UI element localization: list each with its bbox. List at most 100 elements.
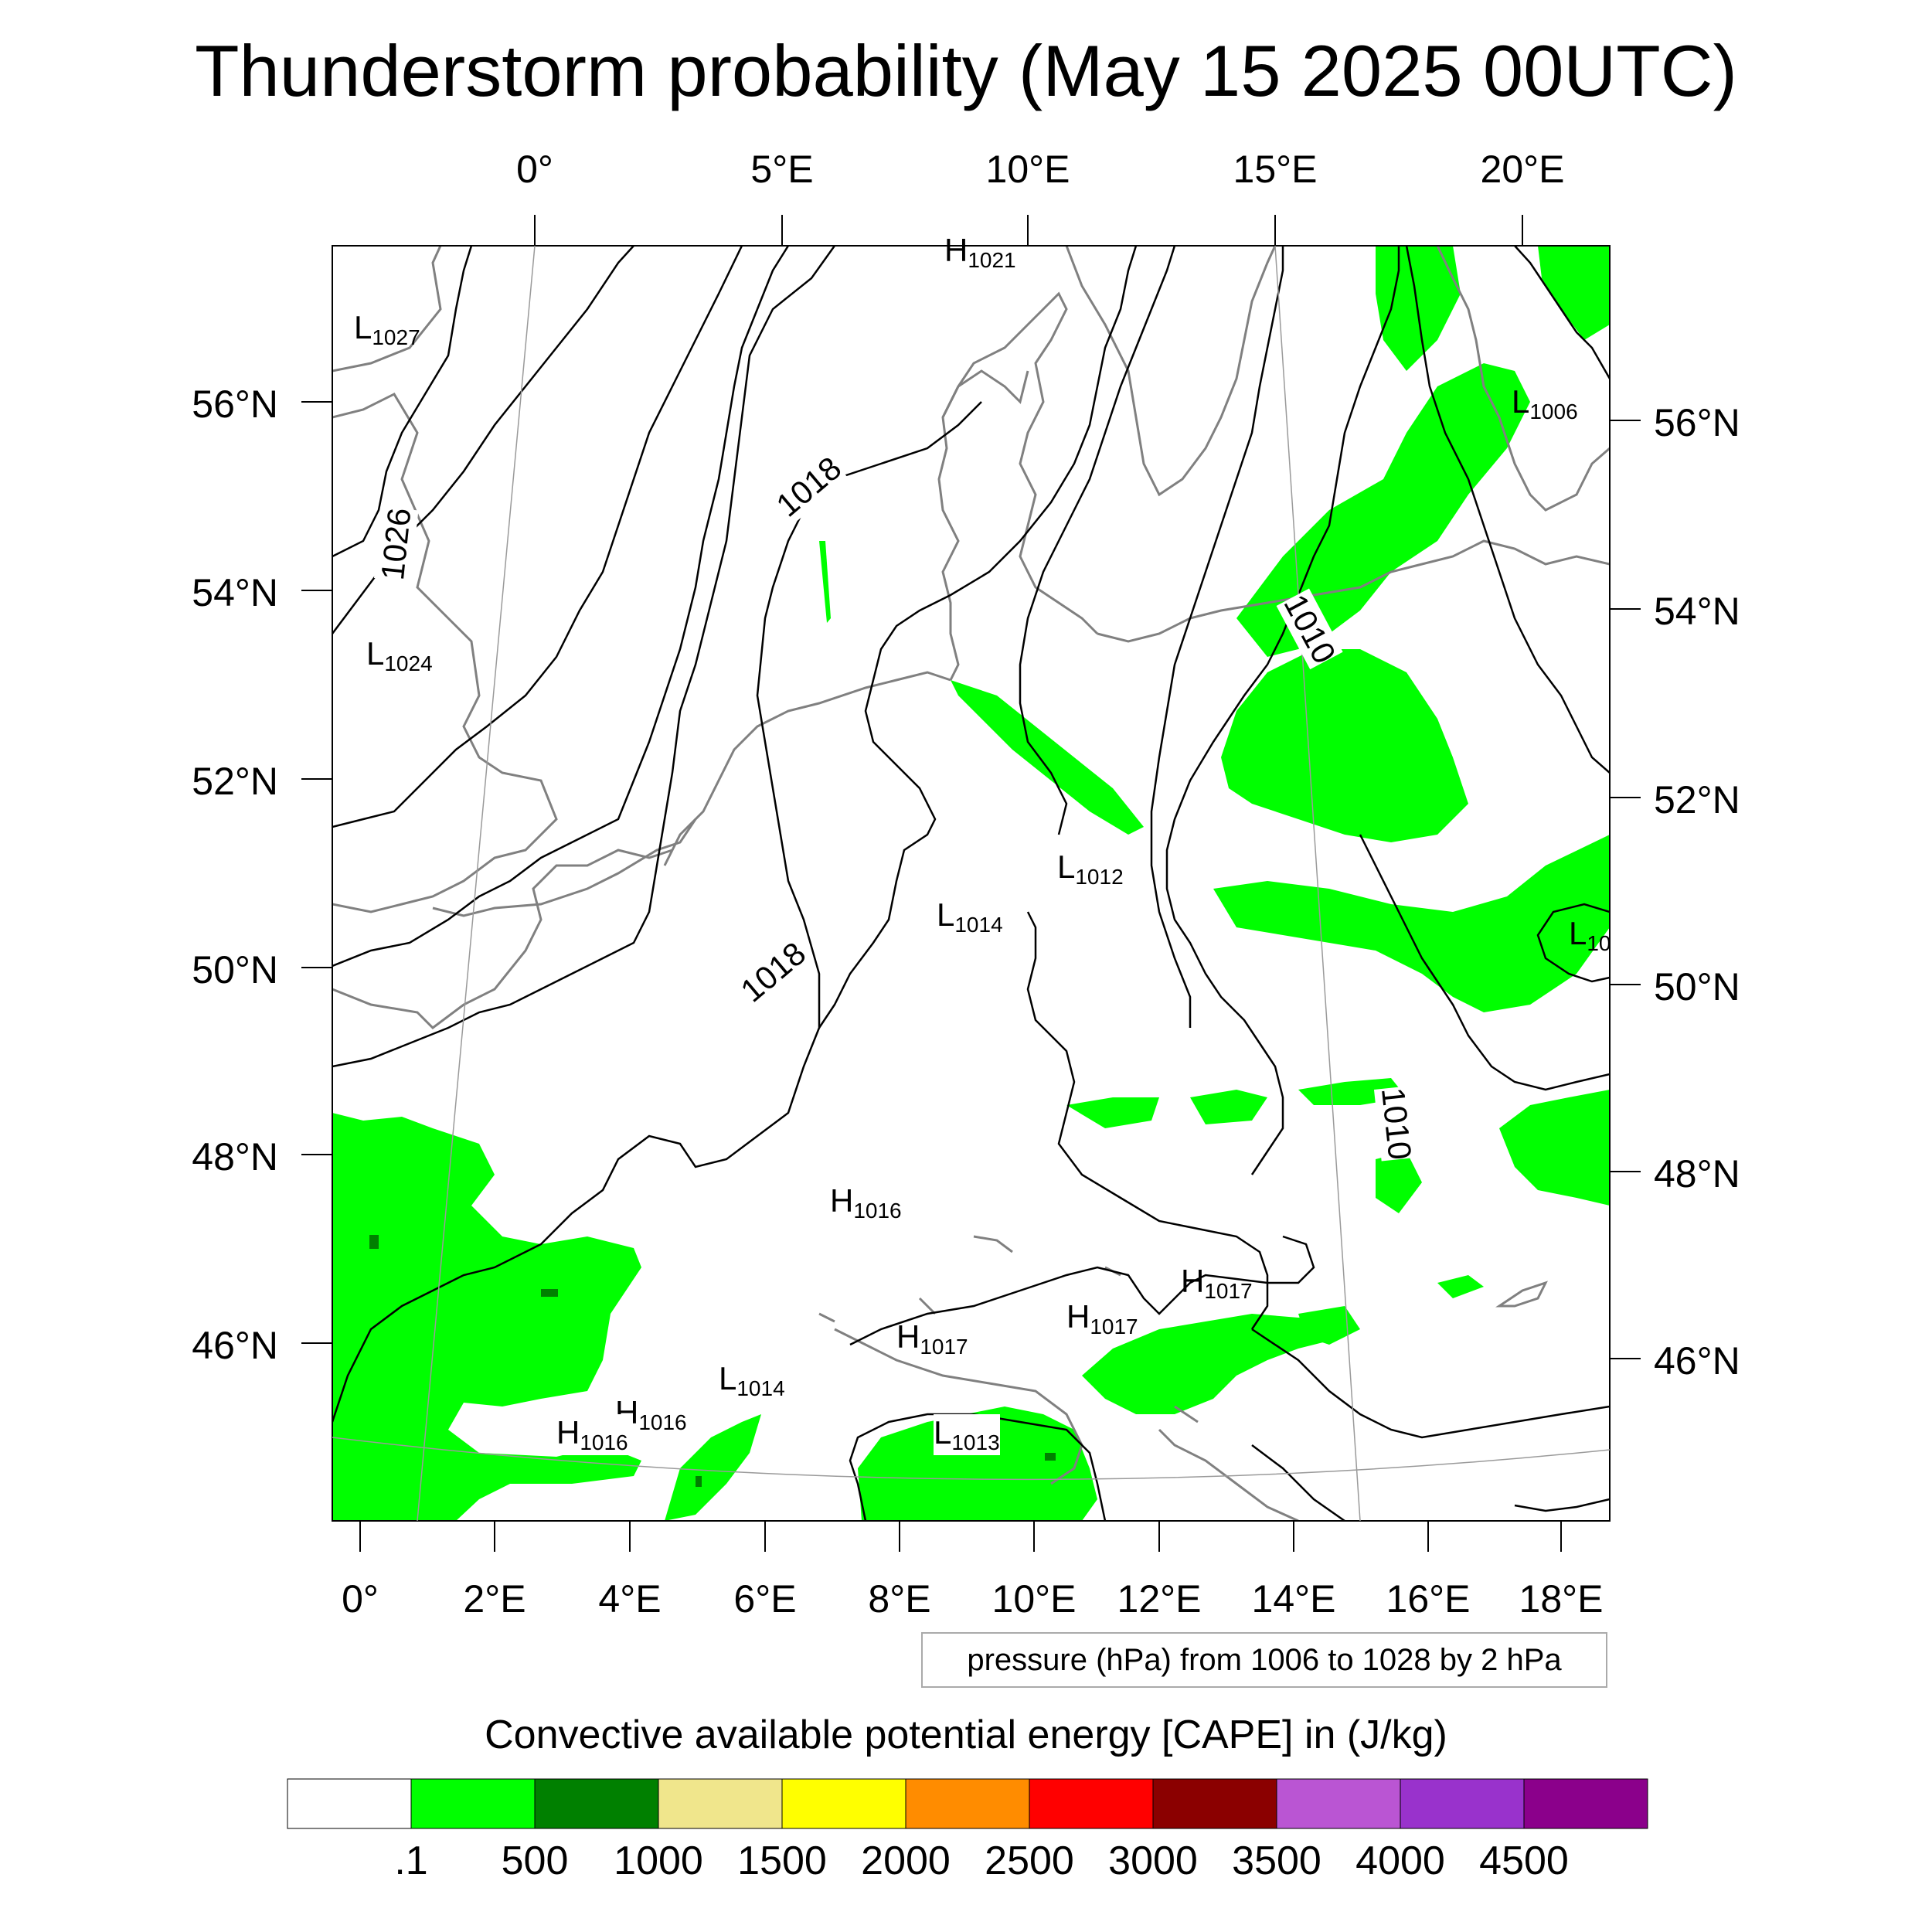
colorbar-label: 2500: [985, 1838, 1074, 1883]
isobar-1020: [332, 246, 836, 1068]
colorbar-label: 1500: [737, 1838, 827, 1883]
coastlines: [332, 246, 1610, 1521]
colorbar-label: 4500: [1479, 1838, 1569, 1883]
bottom-lon-label: 6°E: [733, 1577, 797, 1621]
coast-sweden: [1065, 246, 1277, 497]
pressure-center-label: L1024: [366, 635, 433, 675]
right-lat-label: 54°N: [1654, 590, 1740, 633]
colorbar-label: 4000: [1355, 1838, 1445, 1883]
colorbar-label: .1: [394, 1838, 428, 1883]
isobar-se: [1514, 1498, 1610, 1512]
chart-title: Thunderstorm probability (May 15 2025 00…: [195, 30, 1737, 111]
colorbar-swatch: [1400, 1778, 1525, 1829]
isobar-south: [1251, 1444, 1345, 1521]
isobar-low-east: [1536, 903, 1610, 983]
colorbar-label: 3500: [1232, 1838, 1321, 1883]
coast-germany: [937, 369, 1029, 681]
isobar-1014: [1026, 911, 1269, 1330]
isobar-1006: [1514, 246, 1610, 379]
coast-italy: [834, 1328, 1083, 1485]
left-lat-label: 54°N: [192, 571, 278, 614]
colorbar-swatch: [1276, 1778, 1401, 1829]
isobar-1018a: [332, 401, 982, 1423]
isobar-label: 1010: [1373, 1086, 1419, 1162]
cape-area-austria: [1190, 1090, 1267, 1124]
left-lat-label: 46°N: [192, 1324, 278, 1367]
cape-area-poland: [1221, 649, 1468, 842]
cape-area-ne: [1538, 246, 1610, 340]
isobar-label: 1026: [373, 506, 419, 582]
colorbar-swatch: [1152, 1778, 1277, 1829]
colorbar-swatch: [781, 1778, 906, 1829]
left-lat-label: 48°N: [192, 1135, 278, 1179]
top-lon-label: 5°E: [750, 148, 814, 191]
colorbar-swatch: [1523, 1778, 1648, 1829]
contour-info-box: pressure (hPa) from 1006 to 1028 by 2 hP…: [921, 1632, 1607, 1688]
colorbar-swatch: [1029, 1778, 1154, 1829]
coast-britain: [332, 246, 558, 913]
pressure-center-label: L10: [1569, 915, 1611, 955]
cape-dark-1: [369, 1235, 379, 1249]
pressure-center-label: L1013: [934, 1414, 1000, 1455]
right-lat-label: 46°N: [1654, 1339, 1740, 1383]
pressure-center-label: H1016: [830, 1182, 902, 1223]
cape-area-alps-east: [1082, 1314, 1345, 1414]
colorbar-label: 3000: [1108, 1838, 1198, 1883]
coast-channel: [432, 818, 697, 917]
bottom-lon-label: 4°E: [598, 1577, 662, 1621]
colorbar-title: Convective available potential energy [C…: [485, 1713, 1447, 1757]
cape-dark-2: [541, 1289, 558, 1297]
isobar-1022: [332, 246, 790, 968]
isobar-1024: [332, 246, 743, 828]
isobar-1008: [1165, 246, 1400, 1175]
colorbar-label: 1000: [614, 1838, 703, 1883]
tick-marks: [301, 215, 1641, 1552]
top-lon-label: 15°E: [1233, 148, 1318, 191]
colorbar-label: 500: [501, 1838, 569, 1883]
cape-area-baltic: [1236, 363, 1530, 657]
right-lat-label: 50°N: [1654, 965, 1740, 1009]
isobar-1016: [818, 246, 1138, 1029]
isobars: [332, 246, 1610, 1521]
pressure-center-label: L1006: [1512, 383, 1578, 423]
bottom-lon-label: 10°E: [992, 1577, 1077, 1621]
coast-benelux: [663, 671, 951, 866]
bottom-lon-label: 2°E: [463, 1577, 526, 1621]
top-lon-label: 20°E: [1480, 148, 1565, 191]
left-lat-label: 56°N: [192, 383, 278, 426]
bottom-lon-label: 0°: [342, 1577, 379, 1621]
colorbar-swatch: [534, 1778, 659, 1829]
cape-area-sw: [332, 1113, 641, 1521]
cape-area-po: [858, 1406, 1097, 1521]
pressure-center-label: H1017: [1181, 1263, 1253, 1303]
graticule: [332, 246, 1610, 1521]
coast-baltic: [1097, 539, 1610, 643]
pressure-center-label: H1016: [556, 1414, 628, 1455]
bottom-lon-label: 18°E: [1519, 1577, 1604, 1621]
right-lat-label: 48°N: [1654, 1152, 1740, 1196]
pressure-center-label: L1014: [719, 1360, 785, 1400]
coast-france: [332, 849, 673, 1029]
top-lon-label: 10°E: [985, 148, 1070, 191]
colorbar: [287, 1778, 1648, 1829]
isobar-1010: [1150, 246, 1284, 1028]
left-lat-label: 52°N: [192, 760, 278, 803]
pressure-center-label: L1014: [937, 896, 1003, 937]
bottom-lon-label: 14°E: [1251, 1577, 1336, 1621]
colorbar-swatch: [658, 1778, 783, 1829]
cape-dark-3: [696, 1476, 702, 1487]
pressure-center-label: H1017: [896, 1318, 968, 1359]
isobar-balkans: [1251, 1328, 1610, 1439]
cape-area-sec: [1376, 1151, 1422, 1213]
right-lat-label: 56°N: [1654, 401, 1740, 444]
map-frame: [332, 245, 1611, 1522]
pressure-center-label: H1021: [944, 232, 1016, 272]
coast-denmark: [941, 291, 1099, 635]
coast-lakes: [818, 1235, 1199, 1423]
cape-area-hungary: [1499, 1090, 1610, 1206]
cape-area-adriatic: [1298, 1306, 1360, 1345]
bottom-lon-label: 8°E: [868, 1577, 931, 1621]
isobar-1004: [1359, 834, 1610, 1091]
isobar-1012: [1019, 246, 1176, 835]
